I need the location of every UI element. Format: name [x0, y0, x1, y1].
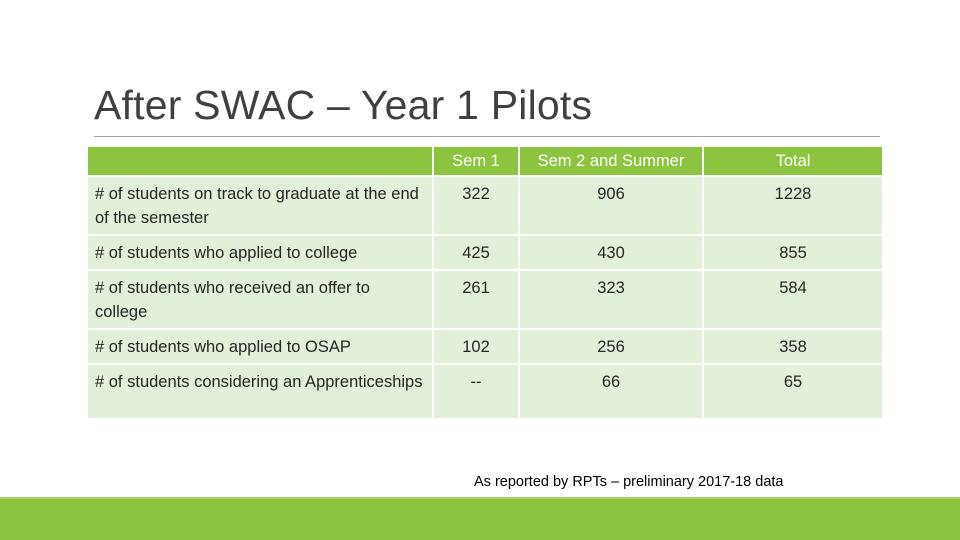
cell-total: 1228 [702, 175, 884, 236]
table-row: # of students who received an offer to c… [86, 269, 884, 330]
row-label: # of students who received an offer to c… [86, 269, 434, 330]
slide-title: After SWAC – Year 1 Pilots [94, 82, 593, 128]
cell-sem2: 906 [518, 175, 704, 236]
cell-total: 584 [702, 269, 884, 330]
footer-accent-bar [0, 499, 960, 540]
cell-total: 855 [702, 234, 884, 271]
row-label: # of students who applied to OSAP [86, 328, 434, 365]
cell-total: 358 [702, 328, 884, 365]
header-sem2: Sem 2 and Summer [518, 145, 704, 177]
table-row: # of students who applied to OSAP 102 25… [86, 328, 884, 365]
row-label: # of students considering an Apprentices… [86, 363, 434, 420]
cell-sem1: 102 [432, 328, 520, 365]
header-label [86, 145, 434, 177]
cell-sem2: 430 [518, 234, 704, 271]
cell-total: 65 [702, 363, 884, 420]
header-total: Total [702, 145, 884, 177]
footer-accent-line [0, 497, 960, 499]
header-sem1: Sem 1 [432, 145, 520, 177]
table-row: # of students on track to graduate at th… [86, 175, 884, 236]
cell-sem2: 66 [518, 363, 704, 420]
cell-sem2: 256 [518, 328, 704, 365]
source-footnote: As reported by RPTs – preliminary 2017-1… [474, 474, 784, 490]
cell-sem1: 425 [432, 234, 520, 271]
title-divider [94, 136, 880, 137]
results-table: Sem 1 Sem 2 and Summer Total # of studen… [86, 145, 884, 420]
cell-sem1: 322 [432, 175, 520, 236]
table-row: # of students considering an Apprentices… [86, 363, 884, 420]
table-row: # of students who applied to college 425… [86, 234, 884, 271]
cell-sem1: 261 [432, 269, 520, 330]
row-label: # of students who applied to college [86, 234, 434, 271]
cell-sem1: -- [432, 363, 520, 420]
table-header-row: Sem 1 Sem 2 and Summer Total [86, 145, 884, 177]
row-label: # of students on track to graduate at th… [86, 175, 434, 236]
cell-sem2: 323 [518, 269, 704, 330]
